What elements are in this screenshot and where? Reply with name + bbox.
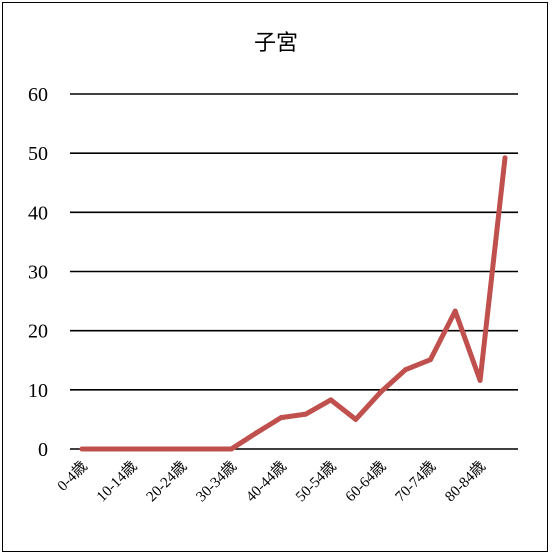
data-point <box>378 389 384 395</box>
data-point <box>179 446 185 452</box>
chart-title: 子宮 <box>254 31 298 56</box>
data-point <box>402 367 408 373</box>
x-tick-label: 20-24歳 <box>143 458 190 505</box>
gridlines <box>70 93 518 450</box>
x-tick-label: 50-54歳 <box>292 458 339 505</box>
data-point <box>427 357 433 363</box>
x-axis-tick-labels: 0-4歳 10-14歳 20-24歳 30-34歳 40-44歳 50-54歳 60-64歳… <box>54 458 489 505</box>
x-tick-label: 70-74歳 <box>392 458 439 505</box>
data-point <box>104 446 110 452</box>
data-point <box>502 155 508 161</box>
data-point <box>79 446 85 452</box>
data-point <box>253 430 259 436</box>
y-axis-tick-labels: 0 10 20 30 40 50 60 <box>28 84 48 461</box>
data-point <box>278 415 284 421</box>
data-point <box>129 446 135 452</box>
x-tick-label: 10-14歳 <box>93 458 140 505</box>
y-tick-label: 30 <box>28 262 48 284</box>
x-tick-label: 0-4歳 <box>54 458 91 495</box>
data-point <box>452 308 458 314</box>
data-point <box>353 416 359 422</box>
y-tick-label: 50 <box>28 143 48 165</box>
series <box>79 155 508 452</box>
y-tick-label: 60 <box>28 84 48 106</box>
series-line <box>79 155 508 452</box>
x-tick-label: 60-64歳 <box>342 458 389 505</box>
data-point <box>303 411 309 417</box>
y-tick-label: 20 <box>28 321 48 343</box>
x-tick-label: 80-84歳 <box>442 458 489 505</box>
y-tick-label: 40 <box>28 202 48 224</box>
y-tick-label: 10 <box>28 380 48 402</box>
data-point <box>228 446 234 452</box>
data-point <box>154 446 160 452</box>
x-tick-label: 40-44歳 <box>243 458 290 505</box>
data-point <box>477 377 483 383</box>
y-tick-label: 0 <box>38 439 48 461</box>
x-tick-label: 30-34歳 <box>193 458 240 505</box>
data-point <box>203 446 209 452</box>
data-point <box>328 397 334 403</box>
